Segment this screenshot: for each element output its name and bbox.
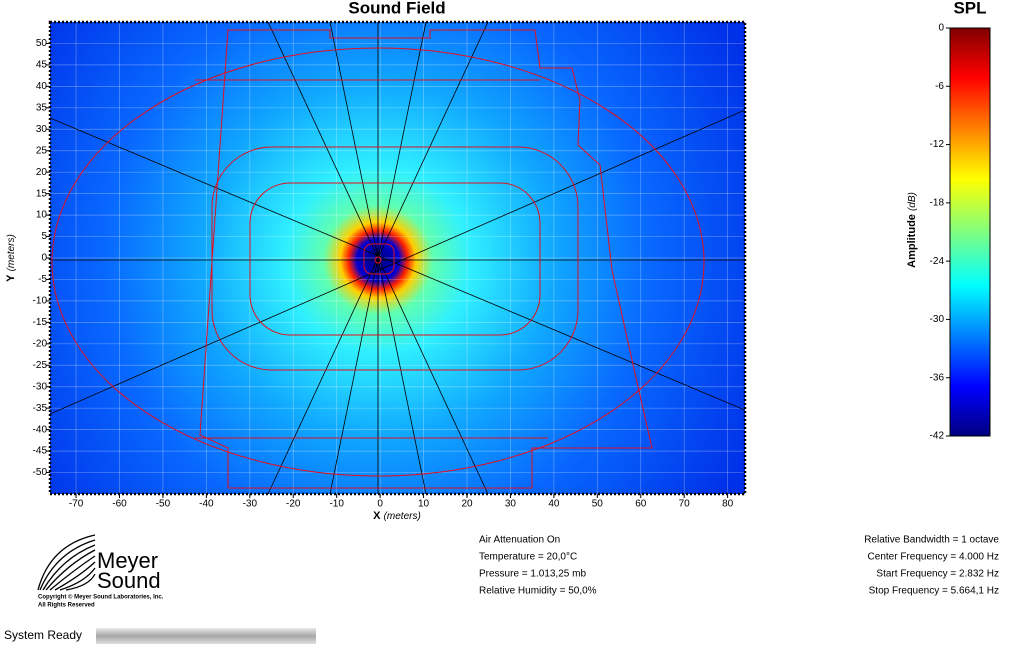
bandwidth-info: Relative Bandwidth = 1 octave Center Freq… bbox=[864, 535, 999, 597]
colorbar-label: Amplitude (dB) bbox=[906, 192, 918, 268]
x-tick-label: 0 bbox=[377, 499, 383, 510]
colorbar-title: SPL bbox=[953, 0, 986, 17]
colorbar-tick-label: -30 bbox=[930, 314, 945, 325]
y-unit: (meters) bbox=[6, 234, 17, 271]
logo-text: Meyer bbox=[97, 548, 158, 573]
y-label: Y bbox=[5, 274, 17, 282]
y-tick-label: 0 bbox=[41, 253, 47, 264]
x-tick-label: -50 bbox=[156, 499, 171, 510]
y-tick-label: -5 bbox=[38, 274, 47, 285]
info-line: Temperature = 20,0°C bbox=[479, 552, 577, 563]
copyright: Copyright © Meyer Sound Laboratories, In… bbox=[38, 594, 164, 601]
y-tick-label: -45 bbox=[33, 446, 48, 457]
y-tick-label: 35 bbox=[36, 102, 48, 113]
y-tick-label: 45 bbox=[36, 60, 48, 71]
colorbar bbox=[949, 27, 991, 437]
x-tick-label: 50 bbox=[592, 499, 604, 510]
x-tick-label: 10 bbox=[418, 499, 430, 510]
y-tick-label: 25 bbox=[36, 145, 48, 156]
y-tick-label: 30 bbox=[36, 124, 48, 135]
y-tick-label: 10 bbox=[36, 210, 48, 221]
air-info: Air Attenuation On Temperature = 20,0°C Pr… bbox=[479, 535, 597, 597]
y-tick-label: -40 bbox=[33, 424, 48, 435]
colorbar-tick-label: -36 bbox=[930, 372, 945, 383]
y-tick-label: -10 bbox=[33, 296, 48, 307]
x-label: X bbox=[373, 510, 381, 522]
y-tick-label: 15 bbox=[36, 188, 48, 199]
overlay bbox=[50, 22, 745, 494]
x-tick-label: -20 bbox=[286, 499, 301, 510]
y-tick-label: -15 bbox=[33, 317, 48, 328]
x-unit: (meters) bbox=[384, 511, 421, 522]
progress-bar bbox=[96, 628, 316, 644]
sound-field bbox=[50, 22, 745, 494]
colorbar-tick-label: 0 bbox=[938, 23, 944, 34]
plot-title: Sound Field bbox=[348, 0, 445, 17]
y-tick-label: -50 bbox=[33, 467, 48, 478]
y-axis-label: Y (meters) bbox=[5, 234, 17, 282]
x-tick-label: 40 bbox=[548, 499, 560, 510]
x-tick-label: 30 bbox=[505, 499, 517, 510]
info-line: Relative Humidity = 50,0% bbox=[479, 586, 597, 597]
logo bbox=[37, 534, 96, 591]
y-tick-label: 40 bbox=[36, 81, 48, 92]
info-line: Pressure = 1.013,25 mb bbox=[479, 569, 586, 580]
colorbar-tick-label: -42 bbox=[930, 431, 945, 442]
y-tick-label: 50 bbox=[36, 38, 48, 49]
x-tick-label: 70 bbox=[679, 499, 691, 510]
colorbar-tick-label: -18 bbox=[930, 197, 945, 208]
colorbar-tick-label: -6 bbox=[935, 81, 944, 92]
colorbar-tick-label: -24 bbox=[930, 256, 945, 267]
x-tick-label: -40 bbox=[199, 499, 214, 510]
info-line: Relative Bandwidth = 1 octave bbox=[864, 535, 999, 546]
cb-unit: (dB) bbox=[907, 192, 918, 211]
y-tick-label: -20 bbox=[33, 338, 48, 349]
x-tick-label: -30 bbox=[243, 499, 258, 510]
y-tick-label: -35 bbox=[33, 403, 48, 414]
venue-outline bbox=[51, 29, 705, 489]
x-tick-label: 80 bbox=[722, 499, 734, 510]
y-tick-label: -25 bbox=[33, 360, 48, 371]
x-tick-label: -70 bbox=[69, 499, 84, 510]
info-line: Center Frequency = 4.000 Hz bbox=[868, 552, 999, 563]
copyright: All Rights Reserved bbox=[38, 603, 95, 609]
logo-text: Sound bbox=[97, 568, 161, 593]
x-tick-label: 20 bbox=[461, 499, 473, 510]
y-tick-label: -30 bbox=[33, 381, 48, 392]
y-tick-label: 20 bbox=[36, 167, 48, 178]
x-axis-label: X (meters) bbox=[373, 510, 421, 522]
colorbar-tick-label: -12 bbox=[930, 139, 945, 150]
info-line: Start Frequency = 2.832 Hz bbox=[876, 569, 999, 580]
x-tick-label: -60 bbox=[112, 499, 127, 510]
x-tick-label: -10 bbox=[329, 499, 344, 510]
cb-label: Amplitude bbox=[906, 214, 918, 268]
status-text: System Ready bbox=[4, 628, 82, 642]
y-tick-label: 5 bbox=[41, 231, 47, 242]
x-tick-label: 60 bbox=[635, 499, 647, 510]
info-line: Air Attenuation On bbox=[479, 535, 560, 546]
info-line: Stop Frequency = 5.664,1 Hz bbox=[869, 586, 999, 597]
